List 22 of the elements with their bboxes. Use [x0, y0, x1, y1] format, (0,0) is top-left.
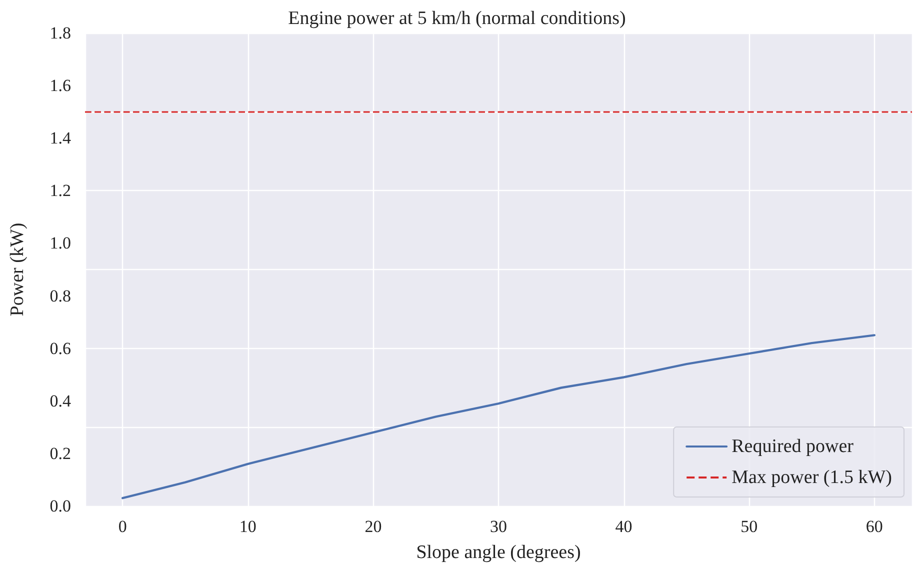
y-tick-label: 1.0 [50, 234, 71, 253]
x-tick-label: 20 [364, 517, 382, 536]
y-tick-label: 1.8 [50, 24, 71, 42]
y-tick-label: 1.4 [50, 128, 72, 148]
x-axis-title: Slope angle (degrees) [416, 542, 581, 563]
x-tick-label: 10 [239, 517, 256, 536]
y-tick-label: 0.2 [50, 444, 71, 463]
x-tick-label: 30 [490, 517, 507, 536]
legend-label: Max power (1.5 kW) [732, 467, 892, 488]
x-tick-label: 50 [740, 517, 758, 536]
y-tick-label: 0.0 [50, 496, 71, 516]
x-tick-label: 40 [615, 517, 632, 536]
y-tick-label: 0.8 [50, 286, 71, 306]
y-tick-label: 1.2 [50, 181, 71, 200]
x-tick-label: 60 [866, 517, 883, 536]
y-tick-label: 1.6 [50, 76, 71, 96]
y-axis-title: Power (kW) [7, 222, 28, 316]
x-tick-label: 0 [118, 517, 127, 536]
y-tick-label: 0.4 [50, 391, 72, 410]
legend-label: Required power [732, 436, 854, 457]
chart-title: Engine power at 5 km/h (normal conditions) [288, 8, 626, 29]
y-tick-label: 0.6 [50, 338, 71, 358]
